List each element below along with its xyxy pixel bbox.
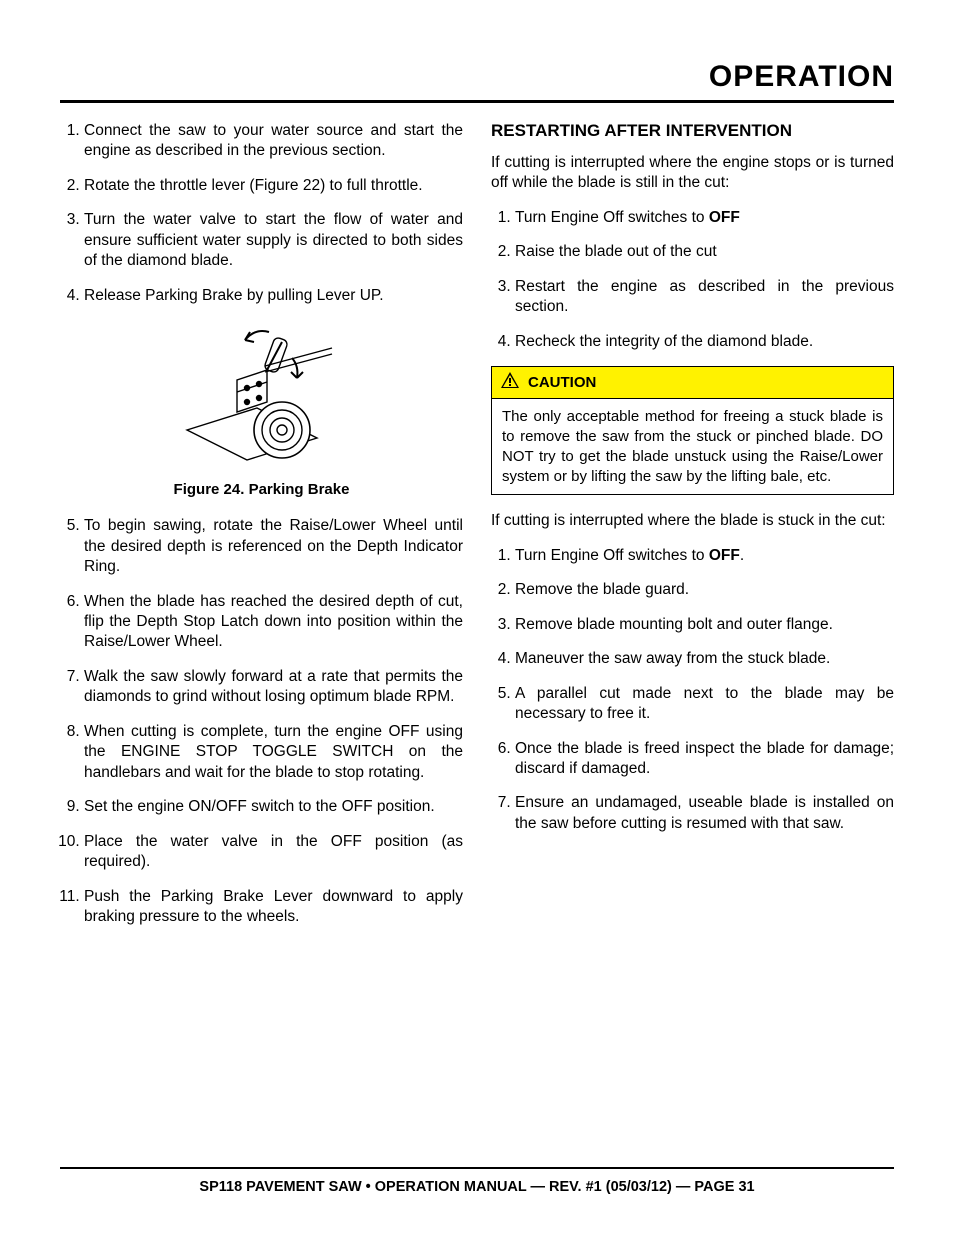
bold-off: OFF bbox=[709, 547, 740, 564]
list-item: To begin sawing, rotate the Raise/Lower … bbox=[84, 516, 463, 577]
right-column: RESTARTING AFTER INTERVENTION If cutting… bbox=[491, 121, 894, 1167]
footer-text: SP118 PAVEMENT SAW • OPERATION MANUAL — … bbox=[60, 1179, 894, 1195]
section-heading-restarting: RESTARTING AFTER INTERVENTION bbox=[491, 121, 894, 141]
parking-brake-illustration bbox=[177, 320, 347, 475]
left-procedure-list-part2: To begin sawing, rotate the Raise/Lower … bbox=[60, 516, 463, 927]
header-rule bbox=[60, 100, 894, 103]
list-item: Maneuver the saw away from the stuck bla… bbox=[515, 649, 894, 669]
list-item-text: Turn Engine Off switches to bbox=[515, 547, 709, 564]
page: OPERATION Connect the saw to your water … bbox=[0, 0, 954, 1235]
list-item: Connect the saw to your water source and… bbox=[84, 121, 463, 162]
list-item: Ensure an undamaged, useable blade is in… bbox=[515, 793, 894, 834]
footer: SP118 PAVEMENT SAW • OPERATION MANUAL — … bbox=[60, 1167, 894, 1195]
list-item-text: Turn Engine Off switches to bbox=[515, 209, 709, 226]
intro-paragraph-2: If cutting is interrupted where the blad… bbox=[491, 511, 894, 531]
caution-body: The only acceptable method for freeing a… bbox=[492, 399, 893, 494]
list-item: Turn Engine Off switches to OFF. bbox=[515, 546, 894, 566]
intro-paragraph-1: If cutting is interrupted where the engi… bbox=[491, 153, 894, 194]
left-column: Connect the saw to your water source and… bbox=[60, 121, 463, 1167]
list-item: Set the engine ON/OFF switch to the OFF … bbox=[84, 797, 463, 817]
list-item: Turn the water valve to start the flow o… bbox=[84, 210, 463, 271]
right-list-1: Turn Engine Off switches to OFF Raise th… bbox=[491, 208, 894, 352]
list-item: Release Parking Brake by pulling Lever U… bbox=[84, 286, 463, 306]
list-item-text: . bbox=[740, 547, 744, 564]
footer-rule bbox=[60, 1167, 894, 1169]
page-title: OPERATION bbox=[60, 60, 894, 94]
warning-triangle-icon bbox=[500, 371, 520, 394]
list-item: Place the water valve in the OFF positio… bbox=[84, 832, 463, 873]
bold-off: OFF bbox=[709, 209, 740, 226]
list-item: When the blade has reached the desired d… bbox=[84, 592, 463, 653]
figure-24: Figure 24. Parking Brake bbox=[60, 320, 463, 498]
content-columns: Connect the saw to your water source and… bbox=[60, 121, 894, 1167]
caution-label: CAUTION bbox=[528, 374, 596, 391]
list-item: A parallel cut made next to the blade ma… bbox=[515, 684, 894, 725]
list-item: Restart the engine as described in the p… bbox=[515, 277, 894, 318]
list-item: Push the Parking Brake Lever downward to… bbox=[84, 887, 463, 928]
figure-caption: Figure 24. Parking Brake bbox=[60, 481, 463, 498]
caution-header: CAUTION bbox=[492, 367, 893, 399]
list-item: Once the blade is freed inspect the blad… bbox=[515, 739, 894, 780]
list-item: Rotate the throttle lever (Figure 22) to… bbox=[84, 176, 463, 196]
list-item: Remove the blade guard. bbox=[515, 580, 894, 600]
left-procedure-list-part1: Connect the saw to your water source and… bbox=[60, 121, 463, 306]
list-item: Remove blade mounting bolt and outer fla… bbox=[515, 615, 894, 635]
list-item: Turn Engine Off switches to OFF bbox=[515, 208, 894, 228]
right-list-2: Turn Engine Off switches to OFF. Remove … bbox=[491, 546, 894, 835]
list-item: Raise the blade out of the cut bbox=[515, 242, 894, 262]
caution-box: CAUTION The only acceptable method for f… bbox=[491, 366, 894, 495]
list-item: When cutting is complete, turn the engin… bbox=[84, 722, 463, 783]
list-item: Recheck the integrity of the diamond bla… bbox=[515, 332, 894, 352]
list-item: Walk the saw slowly forward at a rate th… bbox=[84, 667, 463, 708]
